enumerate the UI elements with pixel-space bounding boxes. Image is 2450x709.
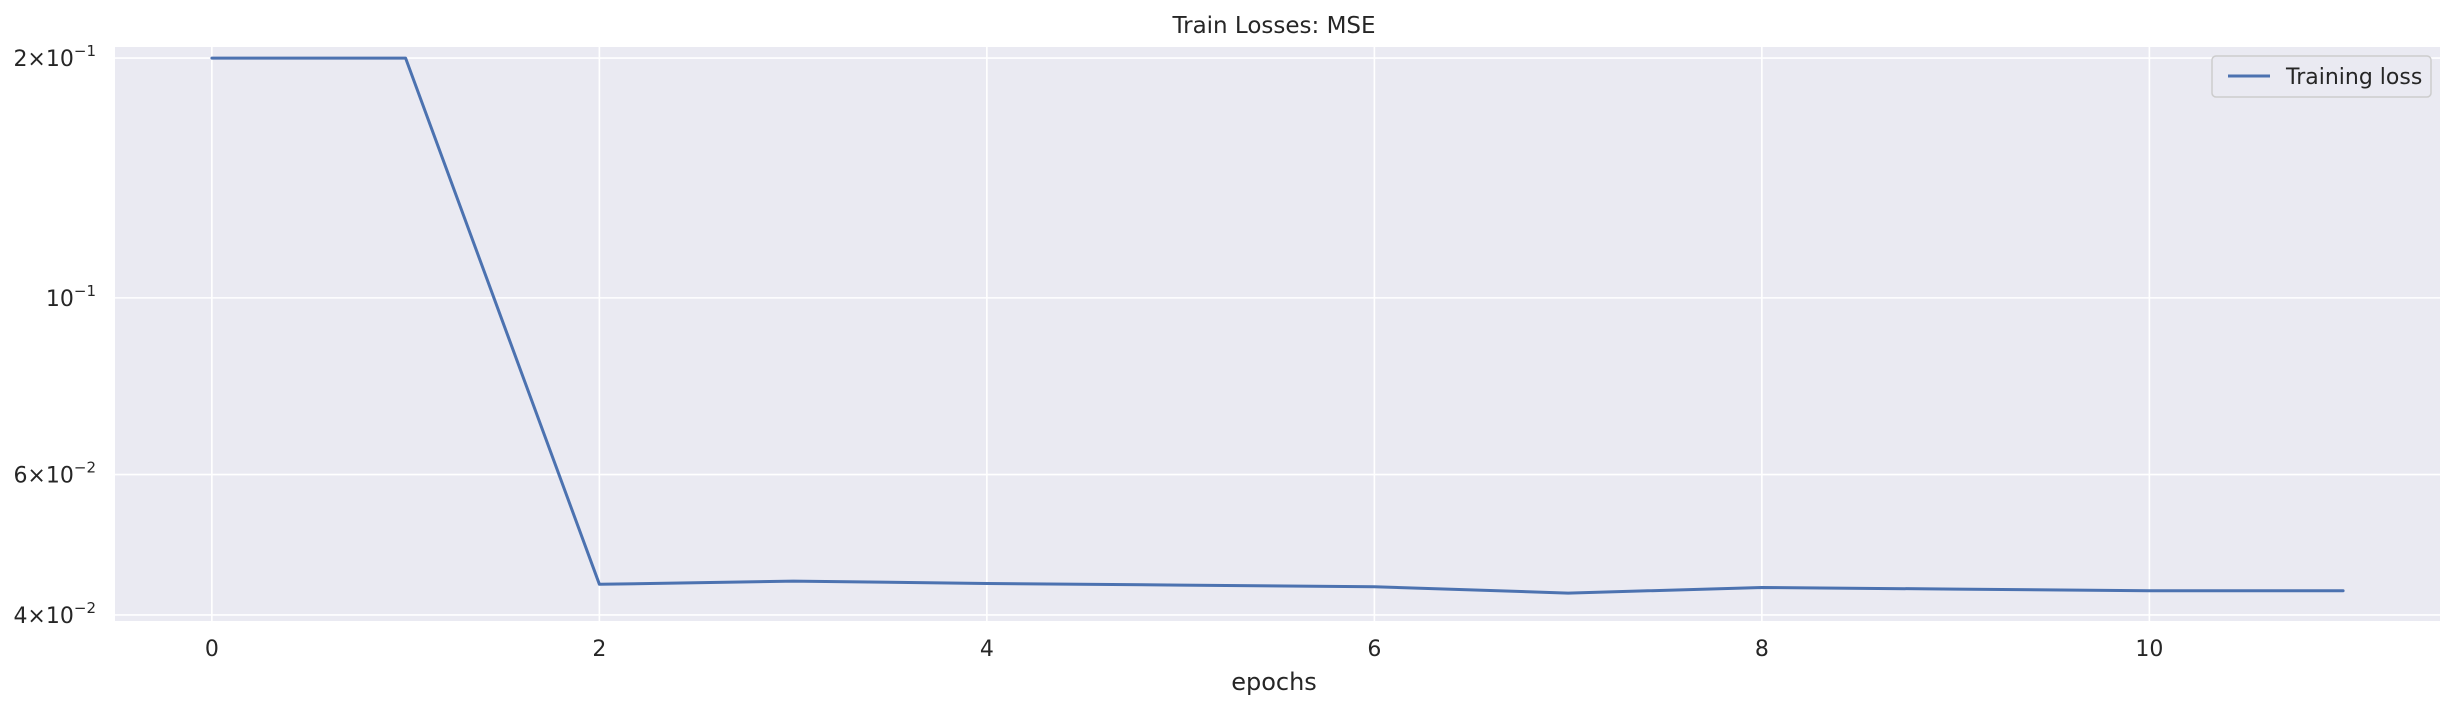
- series-layer: [210, 56, 2345, 595]
- chart-title: Train Losses: MSE: [1171, 13, 1375, 39]
- x-tick-labels: 0 2 4 6 8 10: [205, 637, 2164, 662]
- x-tick-label: 8: [1755, 637, 1769, 662]
- y-tick-label: 6×10−2: [13, 459, 96, 489]
- y-tick-label: 4×10−2: [13, 599, 96, 629]
- y-tick-label: 2×10−1: [13, 42, 96, 72]
- grid-lines: [115, 47, 2440, 621]
- x-tick-label: 2: [592, 637, 606, 662]
- x-tick-label: 10: [2135, 637, 2163, 662]
- x-axis-label: epochs: [1231, 668, 1317, 696]
- legend-box: [2211, 55, 2432, 98]
- x-tick-label: 4: [980, 637, 994, 662]
- plot-area: [115, 47, 2440, 621]
- legend-label-training-loss: Training loss: [2285, 65, 2422, 90]
- y-tick-labels: 2×10−1 10−1 6×10−2 4×10−2: [13, 42, 96, 629]
- series-line-training-loss: [210, 56, 2345, 595]
- x-tick-label: 6: [1367, 637, 1381, 662]
- y-tick-label: 10−1: [46, 282, 96, 312]
- x-tick-label: 0: [205, 637, 219, 662]
- legend: Training loss: [2211, 55, 2432, 98]
